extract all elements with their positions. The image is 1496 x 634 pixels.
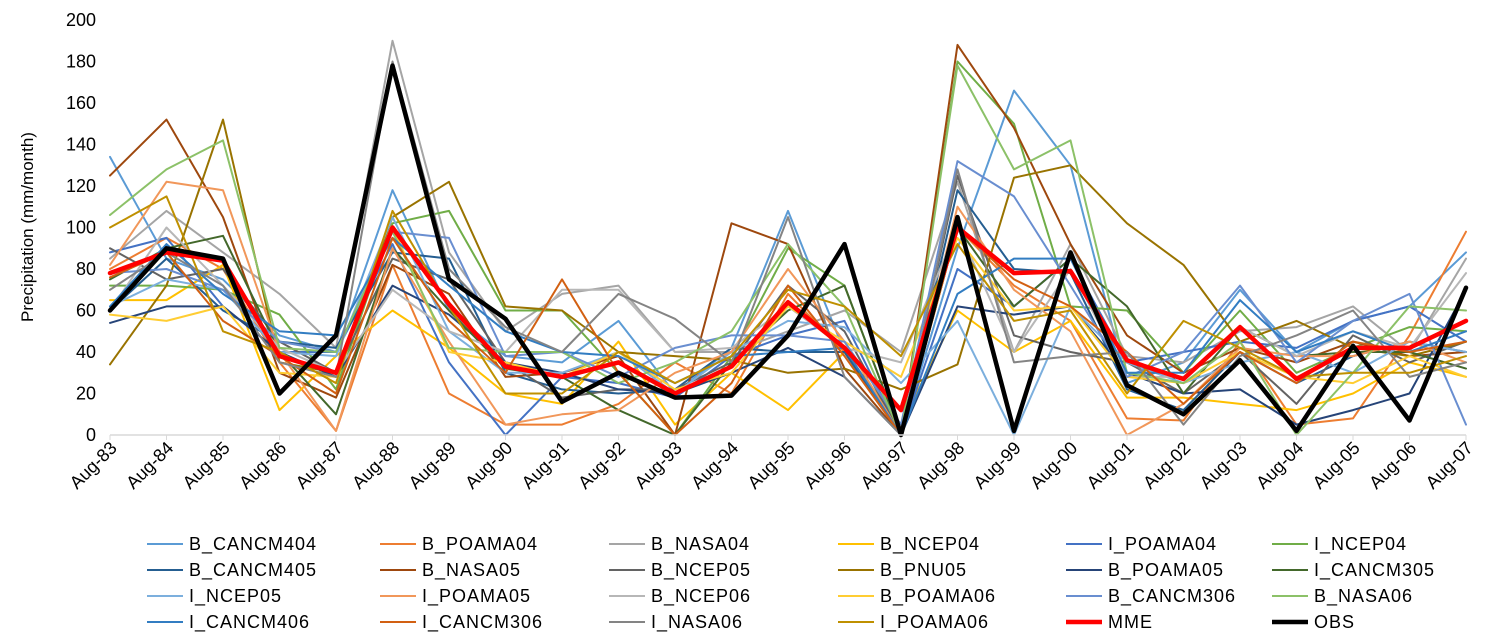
legend-item: I_NCEP05 xyxy=(147,586,282,607)
legend-item: B_PNU05 xyxy=(838,560,967,581)
y-tick-label: 200 xyxy=(66,10,96,30)
y-tick-label: 180 xyxy=(66,52,96,72)
legend-label: I_NCEP05 xyxy=(189,586,282,607)
y-tick-label: 120 xyxy=(66,176,96,196)
legend-item: I_POAMA06 xyxy=(838,612,989,633)
legend-item: B_POAMA06 xyxy=(838,586,996,607)
legend-label: B_NCEP04 xyxy=(880,534,980,555)
legend-label: I_NCEP04 xyxy=(1314,534,1407,555)
series-line-b-nasa06 xyxy=(109,64,1467,436)
legend-label: I_POAMA06 xyxy=(880,612,989,633)
y-tick-label: 160 xyxy=(66,93,96,113)
legend-label: I_NASA06 xyxy=(651,612,743,633)
legend-label: B_POAMA04 xyxy=(422,534,538,555)
legend-label: B_POAMA06 xyxy=(880,586,996,607)
legend-label: B_CANCM306 xyxy=(1108,586,1236,607)
legend-item: B_POAMA04 xyxy=(380,534,538,555)
legend-item: B_CANCM405 xyxy=(147,560,317,581)
legend-item: B_CANCM404 xyxy=(147,534,317,555)
y-tick-label: 60 xyxy=(76,301,96,321)
series-line-i-ncep04 xyxy=(109,60,1467,436)
legend-item: I_NCEP04 xyxy=(1272,534,1407,555)
legend-label: I_POAMA04 xyxy=(1108,534,1217,555)
legend-label: B_CANCM405 xyxy=(189,560,317,581)
legend-label: B_NASA05 xyxy=(422,560,521,581)
legend-label: B_NASA04 xyxy=(651,534,750,555)
legend-item: B_NCEP06 xyxy=(609,586,751,607)
legend-label: I_POAMA05 xyxy=(422,586,531,607)
legend-item: I_POAMA05 xyxy=(380,586,531,607)
legend-item: B_NASA04 xyxy=(609,534,750,555)
legend-item: B_CANCM306 xyxy=(1066,586,1236,607)
legend-item: I_NASA06 xyxy=(609,612,743,633)
legend-label: B_CANCM404 xyxy=(189,534,317,555)
legend-item: I_CANCM406 xyxy=(147,612,310,633)
legend-item: B_NCEP05 xyxy=(609,560,751,581)
y-ticks: 0 20 40 60 80 100 120 140 160 180 200 xyxy=(66,10,96,445)
legend-label: B_POAMA05 xyxy=(1108,560,1224,581)
legend-item: B_POAMA05 xyxy=(1066,560,1224,581)
legend-item: B_NASA06 xyxy=(1272,586,1413,607)
legend-label: OBS xyxy=(1314,612,1355,632)
legend-item: I_CANCM305 xyxy=(1272,560,1435,581)
legend-label: I_CANCM305 xyxy=(1314,560,1435,581)
y-tick-label: 100 xyxy=(66,218,96,238)
legend-label: B_NCEP05 xyxy=(651,560,751,581)
y-tick-label: 40 xyxy=(76,342,96,362)
series-line-obs xyxy=(107,63,1469,438)
legend-label: I_CANCM406 xyxy=(189,612,310,633)
legend-item: MME xyxy=(1066,612,1153,632)
y-tick-label: 140 xyxy=(66,135,96,155)
legend-label: MME xyxy=(1108,612,1153,632)
legend-item: I_POAMA04 xyxy=(1066,534,1217,555)
legend-label: B_NCEP06 xyxy=(651,586,751,607)
legend-label: B_NASA06 xyxy=(1314,586,1413,607)
legend: B_CANCM404 B_POAMA04 B_NASA04 B_NCEP04 I_POA… xyxy=(147,534,1435,633)
legend-label: I_CANCM306 xyxy=(422,612,543,633)
series-line-mme xyxy=(107,225,1469,413)
series-line-i-cancm306 xyxy=(109,226,1467,436)
y-tick-label: 0 xyxy=(86,425,96,445)
y-tick-label: 20 xyxy=(76,384,96,404)
legend-item: B_NASA05 xyxy=(380,560,521,581)
series-lines xyxy=(107,39,1469,438)
y-tick-label: 80 xyxy=(76,259,96,279)
y-axis-label: Precipitation (mm/month) xyxy=(18,132,37,322)
legend-item: I_CANCM306 xyxy=(380,612,543,633)
series-line-i-nasa06 xyxy=(109,60,1467,436)
legend-item: OBS xyxy=(1272,612,1355,632)
legend-label: B_PNU05 xyxy=(880,560,967,581)
series-line-i-poama06 xyxy=(109,195,1467,395)
legend-item: B_NCEP04 xyxy=(838,534,980,555)
